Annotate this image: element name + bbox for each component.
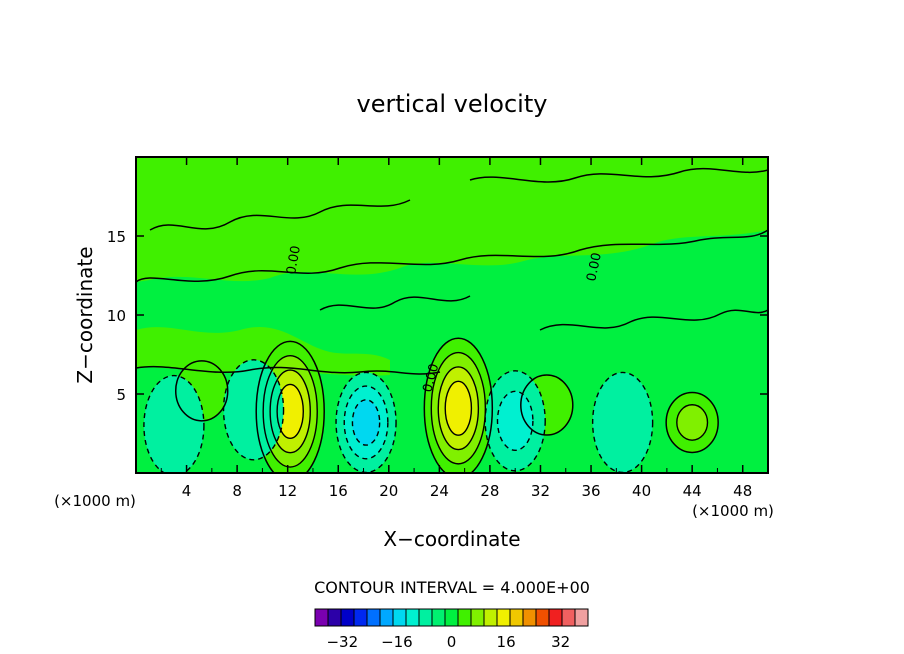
x-tick-label: 48 bbox=[733, 482, 752, 500]
colorbar-swatch bbox=[366, 608, 381, 627]
x-tick-label: 44 bbox=[683, 482, 702, 500]
downdraft-level bbox=[352, 399, 380, 446]
colorbar-tick-label: −32 bbox=[326, 633, 358, 651]
y-axis-label: Z−coordinate bbox=[73, 246, 97, 383]
contour-line bbox=[255, 340, 325, 473]
colorbar-swatch bbox=[314, 608, 329, 627]
x-axis-unit-left: (×1000 m) bbox=[54, 492, 136, 510]
x-tick-label: 20 bbox=[379, 482, 398, 500]
colorbar-swatch bbox=[405, 608, 420, 627]
zero-contour bbox=[136, 365, 441, 375]
x-tick-label: 40 bbox=[632, 482, 651, 500]
colorbar-swatch bbox=[392, 608, 407, 627]
y-axis: 5 10 15 bbox=[107, 228, 768, 404]
downdraft-level bbox=[143, 375, 204, 473]
colorbar-tick-label: 16 bbox=[497, 633, 516, 651]
downdraft-level bbox=[497, 391, 533, 451]
colorbar-swatch bbox=[379, 608, 394, 627]
contour-interval-label: CONTOUR INTERVAL = 4.000E+00 bbox=[314, 578, 590, 597]
colorbar-tick-label: 0 bbox=[447, 633, 457, 651]
colorbar-swatch bbox=[509, 608, 524, 627]
contour-line bbox=[676, 404, 709, 441]
colorbar-swatch bbox=[431, 608, 446, 627]
x-tick-label: 28 bbox=[480, 482, 499, 500]
positive-region bbox=[136, 157, 768, 282]
filled-contour-regions bbox=[136, 157, 768, 473]
y-tick-label: 10 bbox=[107, 307, 126, 325]
contour-label: 0.00 bbox=[420, 362, 442, 394]
colorbar-swatch bbox=[483, 608, 498, 627]
updraft-level bbox=[676, 404, 708, 441]
x-tick-label: 8 bbox=[232, 482, 242, 500]
zero-contour bbox=[319, 295, 471, 311]
colorbar-swatch bbox=[496, 608, 511, 627]
contour-line bbox=[174, 360, 229, 422]
y-tick-label: 5 bbox=[116, 386, 126, 404]
colorbar-swatch bbox=[535, 608, 550, 627]
contour-line bbox=[343, 385, 389, 460]
downdraft-level bbox=[223, 359, 284, 460]
x-tick-label: 32 bbox=[531, 482, 550, 500]
colorbar-tick-label: 32 bbox=[551, 633, 570, 651]
zero-contour bbox=[469, 167, 768, 183]
colorbar-swatch bbox=[561, 608, 576, 627]
contour-line bbox=[430, 351, 487, 465]
updraft-level bbox=[445, 381, 472, 436]
contour-line bbox=[262, 355, 318, 468]
updraft-level bbox=[277, 384, 304, 439]
contour-lines bbox=[136, 167, 768, 473]
colorbar-swatch bbox=[353, 608, 368, 627]
colorbar: −32 −16 0 16 32 bbox=[314, 608, 589, 651]
contour-label: 0.00 bbox=[584, 251, 605, 282]
x-tick-label: 16 bbox=[329, 482, 348, 500]
colorbar-swatch bbox=[327, 608, 342, 627]
x-axis: 4 8 12 16 20 24 28 32 36 40 44 48 bbox=[160, 157, 752, 500]
contour-line bbox=[276, 383, 304, 440]
colorbar-swatch bbox=[418, 608, 433, 627]
contour-line bbox=[496, 390, 534, 452]
x-tick-label: 12 bbox=[278, 482, 297, 500]
x-tick-label: 4 bbox=[182, 482, 192, 500]
contour-line bbox=[269, 369, 311, 454]
y-tick-label: 15 bbox=[107, 228, 126, 246]
contour-line bbox=[351, 399, 381, 446]
colorbar-swatch bbox=[470, 608, 485, 627]
x-axis-label: X−coordinate bbox=[383, 527, 520, 551]
chart-title: vertical velocity bbox=[357, 90, 548, 118]
colorbar-swatch bbox=[574, 608, 589, 627]
contour-line bbox=[423, 337, 494, 473]
zero-contour bbox=[539, 309, 768, 331]
contour-line bbox=[437, 366, 480, 451]
colorbar-swatch bbox=[340, 608, 355, 627]
x-tick-label: 36 bbox=[581, 482, 600, 500]
contour-line bbox=[222, 359, 285, 461]
x-axis-unit-right: (×1000 m) bbox=[692, 502, 774, 520]
colorbar-swatch bbox=[548, 608, 563, 627]
colorbar-tick-label: −16 bbox=[381, 633, 413, 651]
colorbar-swatch bbox=[522, 608, 537, 627]
contour-line bbox=[143, 374, 205, 473]
x-tick-label: 24 bbox=[430, 482, 449, 500]
downdraft-level bbox=[592, 372, 653, 473]
colorbar-swatch bbox=[457, 608, 472, 627]
contour-label: 0.00 bbox=[284, 245, 304, 276]
contour-line bbox=[520, 374, 574, 436]
contour-line bbox=[444, 380, 473, 436]
zero-contour bbox=[149, 199, 411, 231]
zero-contour bbox=[136, 229, 768, 283]
colorbar-swatch bbox=[444, 608, 459, 627]
contour-line bbox=[665, 391, 719, 454]
